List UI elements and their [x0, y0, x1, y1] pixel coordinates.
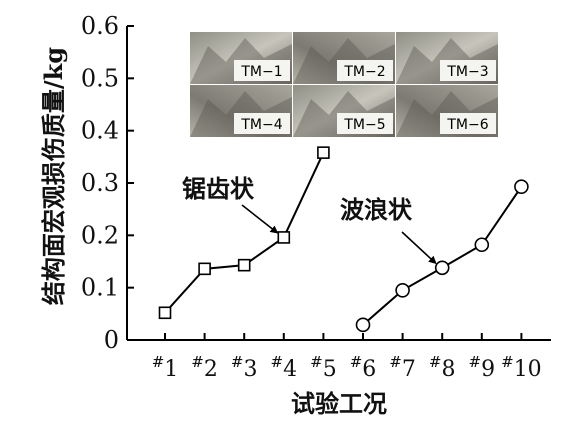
sample-photo-5: TM−5	[293, 85, 395, 137]
x-tick-label: #5	[310, 353, 337, 382]
data-point	[514, 179, 529, 194]
x-tick-label: #4	[271, 353, 298, 382]
photo-label-box	[440, 113, 496, 134]
sample-photo-3: TM−3	[396, 32, 498, 84]
x-tick-label: #2	[191, 353, 218, 382]
sample-photo-4: TM−4	[190, 85, 292, 137]
y-axis-title: 结构面宏观损伤质量/kg	[39, 47, 68, 305]
x-tick-label: #10	[501, 353, 542, 382]
data-point	[395, 282, 410, 298]
x-axis-title: 试验工况	[291, 389, 387, 418]
y-tick-label: 0.4	[81, 117, 119, 145]
y-tick-label: 0	[104, 326, 119, 354]
y-tick-label: 0.2	[81, 221, 119, 249]
photo-label-box	[440, 60, 496, 81]
y-tick-label: 0.3	[81, 169, 119, 197]
sample-photo-6: TM−6	[396, 85, 498, 137]
photo-label: TM−6	[446, 117, 488, 133]
series-1	[158, 146, 330, 320]
data-point	[198, 262, 211, 276]
data-point	[277, 231, 291, 244]
y-tick-label: 0.1	[81, 274, 119, 302]
x-tick-label: #1	[152, 353, 179, 382]
photo-label: TM−1	[240, 64, 282, 80]
data-point	[158, 306, 172, 320]
annotation-arrow	[241, 204, 279, 234]
y-tick-label: 0.6	[81, 12, 119, 40]
data-point	[474, 237, 490, 253]
photo-label: TM−4	[240, 117, 282, 133]
photo-label: TM−5	[343, 117, 385, 133]
x-tick-label: #6	[350, 353, 377, 382]
series-layer	[158, 146, 529, 333]
annotation-arrow	[401, 231, 437, 265]
data-point	[237, 258, 251, 272]
photo-label: TM−3	[446, 64, 488, 80]
sample-photo-1: TM−1	[190, 32, 292, 84]
sample-photo-2: TM−2	[293, 32, 395, 84]
data-point	[317, 146, 330, 159]
x-tick-label: #8	[429, 353, 456, 382]
x-tick-label: #9	[469, 353, 496, 382]
photo-label-box	[234, 113, 290, 134]
photo-label-box	[337, 60, 393, 81]
series-annotation-label: 锯齿状	[182, 174, 255, 203]
x-tick-label: #3	[231, 353, 258, 382]
data-point	[355, 317, 371, 333]
sample-photos: TM−1 TM−2 TM−3 TM−4 TM−5 TM−6	[190, 32, 498, 137]
x-tick-label: #7	[389, 353, 416, 382]
data-point	[434, 260, 450, 276]
photo-label-box	[337, 113, 393, 134]
series-2	[355, 179, 529, 333]
photo-label-box	[234, 60, 290, 81]
series-annotation-label: 波浪状	[340, 195, 413, 224]
y-tick-label: 0.5	[81, 64, 119, 92]
photo-label: TM−2	[343, 64, 385, 80]
chart-axes: 0 0.1 0.2 0.3 0.4 0.5 0.6 #1 #2 #3 #4 #5 #6 #7 #8 #9 #10…	[39, 12, 551, 418]
